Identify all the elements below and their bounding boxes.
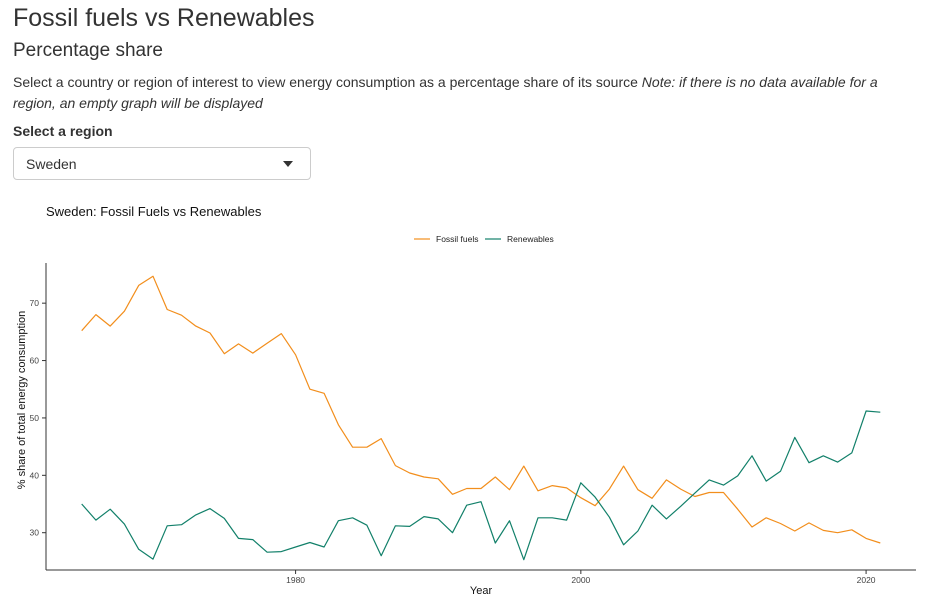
page-subtitle: Percentage share: [13, 40, 163, 61]
y-tick-label: 60: [30, 356, 40, 366]
legend-label: Renewables: [507, 234, 554, 244]
y-axis-label: % share of total energy consumption: [16, 311, 28, 490]
region-select-label: Select a region: [13, 123, 113, 139]
x-axis-ticks: 1980 2000 2020: [286, 570, 876, 585]
region-select-value: Sweden: [26, 156, 77, 172]
chart: Sweden: Fossil Fuels vs Renewables Fossi…: [16, 204, 916, 597]
y-tick-label: 30: [30, 528, 40, 538]
chart-series-lines: [81, 275, 881, 561]
x-tick-label: 2000: [571, 575, 590, 585]
description-text: Select a country or region of interest t…: [13, 74, 638, 90]
x-axis-label: Year: [470, 585, 493, 597]
chart-legend: Fossil fuels Renewables: [414, 234, 554, 244]
page-title: Fossil fuels vs Renewables: [13, 4, 315, 32]
description-note: Note: if there is no data available for …: [13, 74, 878, 111]
x-tick-label: 1980: [286, 575, 305, 585]
legend-label: Fossil fuels: [436, 234, 479, 244]
x-tick-label: 2020: [857, 575, 876, 585]
series-line-fossil-fuels: [81, 275, 881, 544]
region-select[interactable]: Sweden: [13, 147, 311, 180]
y-tick-label: 70: [30, 298, 40, 308]
description: Select a country or region of interest t…: [13, 72, 913, 114]
y-tick-label: 40: [30, 470, 40, 480]
y-axis-ticks: 30 40 50 60 70: [30, 298, 46, 538]
chart-title: Sweden: Fossil Fuels vs Renewables: [46, 204, 262, 219]
y-tick-label: 50: [30, 413, 40, 423]
series-line-renewables: [81, 410, 881, 561]
chevron-down-icon[interactable]: [283, 161, 293, 167]
